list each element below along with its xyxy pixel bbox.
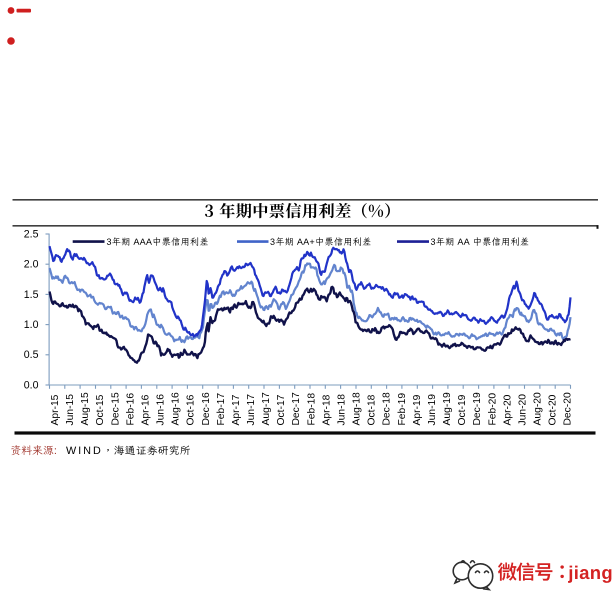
svg-text:Apr-19: Apr-19 [412,394,423,425]
svg-text:Oct-20: Oct-20 [548,394,559,425]
svg-text:Aug-17: Aug-17 [261,392,272,425]
svg-text:Apr-17: Apr-17 [231,394,242,425]
svg-text:Dec-20: Dec-20 [563,392,574,425]
svg-text:Jun-17: Jun-17 [246,394,257,426]
svg-text:Jun-18: Jun-18 [337,394,348,426]
svg-text:Dec-19: Dec-19 [472,392,483,425]
svg-text:Aug-15: Aug-15 [80,392,91,425]
svg-text:Oct-19: Oct-19 [457,394,468,425]
svg-text:Dec-17: Dec-17 [291,392,302,425]
svg-text:2.5: 2.5 [24,228,39,240]
svg-text:Dec-15: Dec-15 [110,392,121,425]
svg-text:Feb-18: Feb-18 [306,393,317,426]
svg-text:Apr-20: Apr-20 [502,394,513,425]
svg-text:Feb-16: Feb-16 [125,393,136,426]
svg-text:Aug-18: Aug-18 [352,392,363,425]
svg-text:Jun-19: Jun-19 [427,394,438,426]
svg-text:Oct-16: Oct-16 [186,394,197,425]
svg-text:Apr-16: Apr-16 [140,394,151,425]
svg-text:Oct-18: Oct-18 [367,394,378,425]
svg-text:0.5: 0.5 [24,349,39,361]
svg-text:Oct-17: Oct-17 [276,394,287,425]
svg-text:Aug-19: Aug-19 [442,392,453,425]
svg-text:1.0: 1.0 [24,319,39,331]
svg-text:Jun-20: Jun-20 [517,394,528,426]
svg-text:Apr-15: Apr-15 [50,394,61,425]
svg-text:Dec-18: Dec-18 [382,392,393,425]
svg-text:Feb-17: Feb-17 [216,393,227,426]
svg-text:0.0: 0.0 [24,379,39,391]
svg-text:2.0: 2.0 [24,259,39,271]
svg-text:Feb-20: Feb-20 [487,393,498,426]
svg-text:Aug-16: Aug-16 [171,392,182,425]
svg-text:Jun-16: Jun-16 [156,394,167,426]
svg-text:1.5: 1.5 [24,289,39,301]
svg-text:Aug-20: Aug-20 [533,392,544,425]
svg-text:Oct-15: Oct-15 [95,394,106,425]
svg-text:Feb-19: Feb-19 [397,393,408,426]
svg-text:Dec-16: Dec-16 [201,392,212,425]
svg-text:Jun-15: Jun-15 [65,394,76,426]
svg-text:Apr-18: Apr-18 [321,394,332,425]
